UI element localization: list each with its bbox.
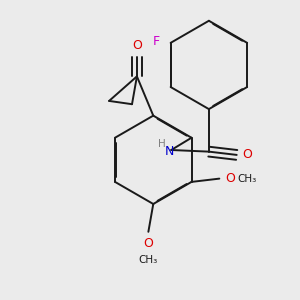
Text: O: O <box>143 237 153 250</box>
Text: H: H <box>158 139 166 149</box>
Text: O: O <box>242 148 252 161</box>
Text: CH₃: CH₃ <box>238 174 257 184</box>
Text: O: O <box>132 39 142 52</box>
Text: F: F <box>152 35 160 48</box>
Text: N: N <box>165 145 174 158</box>
Text: O: O <box>225 172 235 185</box>
Text: CH₃: CH₃ <box>139 255 158 265</box>
